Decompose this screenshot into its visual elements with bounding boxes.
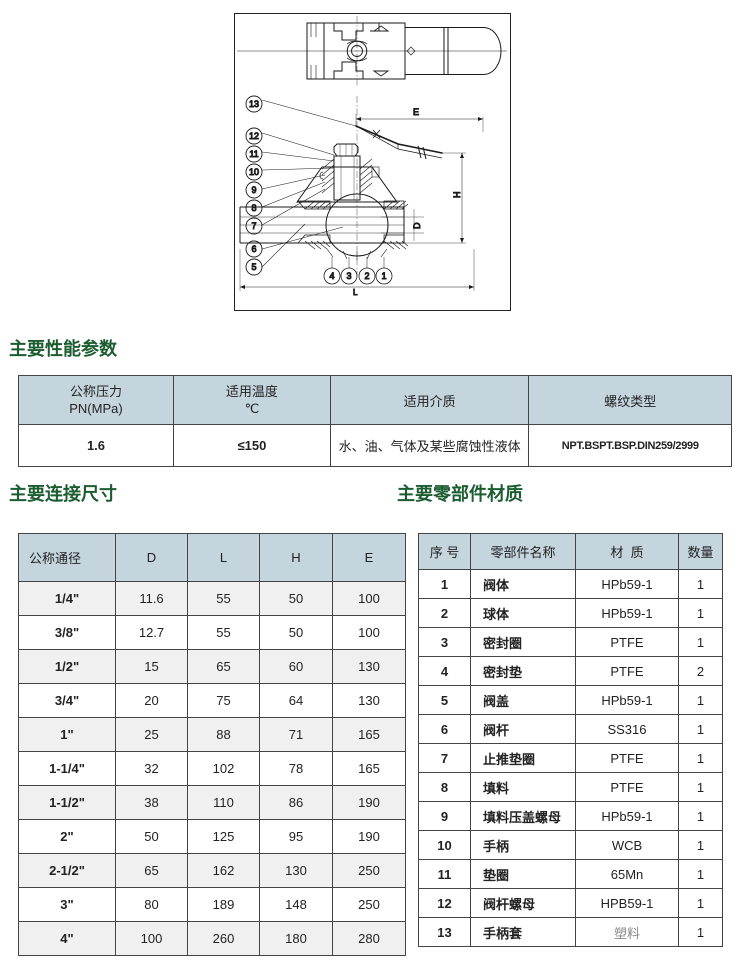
svg-text:9: 9 bbox=[251, 185, 256, 195]
svg-text:H: H bbox=[452, 192, 462, 199]
svg-text:8: 8 bbox=[251, 203, 256, 213]
svg-text:11: 11 bbox=[249, 149, 258, 159]
svg-text:L: L bbox=[353, 288, 358, 297]
svg-text:4: 4 bbox=[329, 271, 334, 281]
svg-text:10: 10 bbox=[249, 167, 259, 177]
svg-text:5: 5 bbox=[251, 262, 256, 272]
svg-text:7: 7 bbox=[251, 221, 256, 231]
svg-text:1: 1 bbox=[381, 271, 386, 281]
svg-text:13: 13 bbox=[249, 99, 259, 109]
svg-text:D: D bbox=[412, 222, 422, 229]
svg-text:6: 6 bbox=[251, 244, 256, 254]
svg-text:3: 3 bbox=[346, 271, 351, 281]
svg-text:E: E bbox=[413, 107, 419, 117]
svg-text:12: 12 bbox=[249, 131, 259, 141]
svg-text:2: 2 bbox=[364, 271, 369, 281]
